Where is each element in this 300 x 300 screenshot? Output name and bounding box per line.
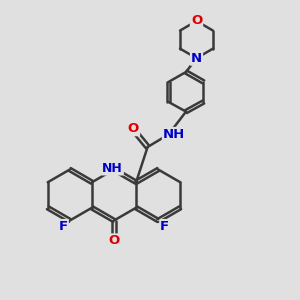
Text: F: F: [160, 220, 169, 233]
Text: NH: NH: [163, 128, 185, 141]
Text: NH: NH: [102, 161, 123, 175]
Text: O: O: [191, 14, 202, 28]
Text: O: O: [108, 234, 120, 248]
Text: N: N: [191, 52, 202, 65]
Text: F: F: [59, 220, 68, 233]
Text: O: O: [128, 122, 139, 135]
